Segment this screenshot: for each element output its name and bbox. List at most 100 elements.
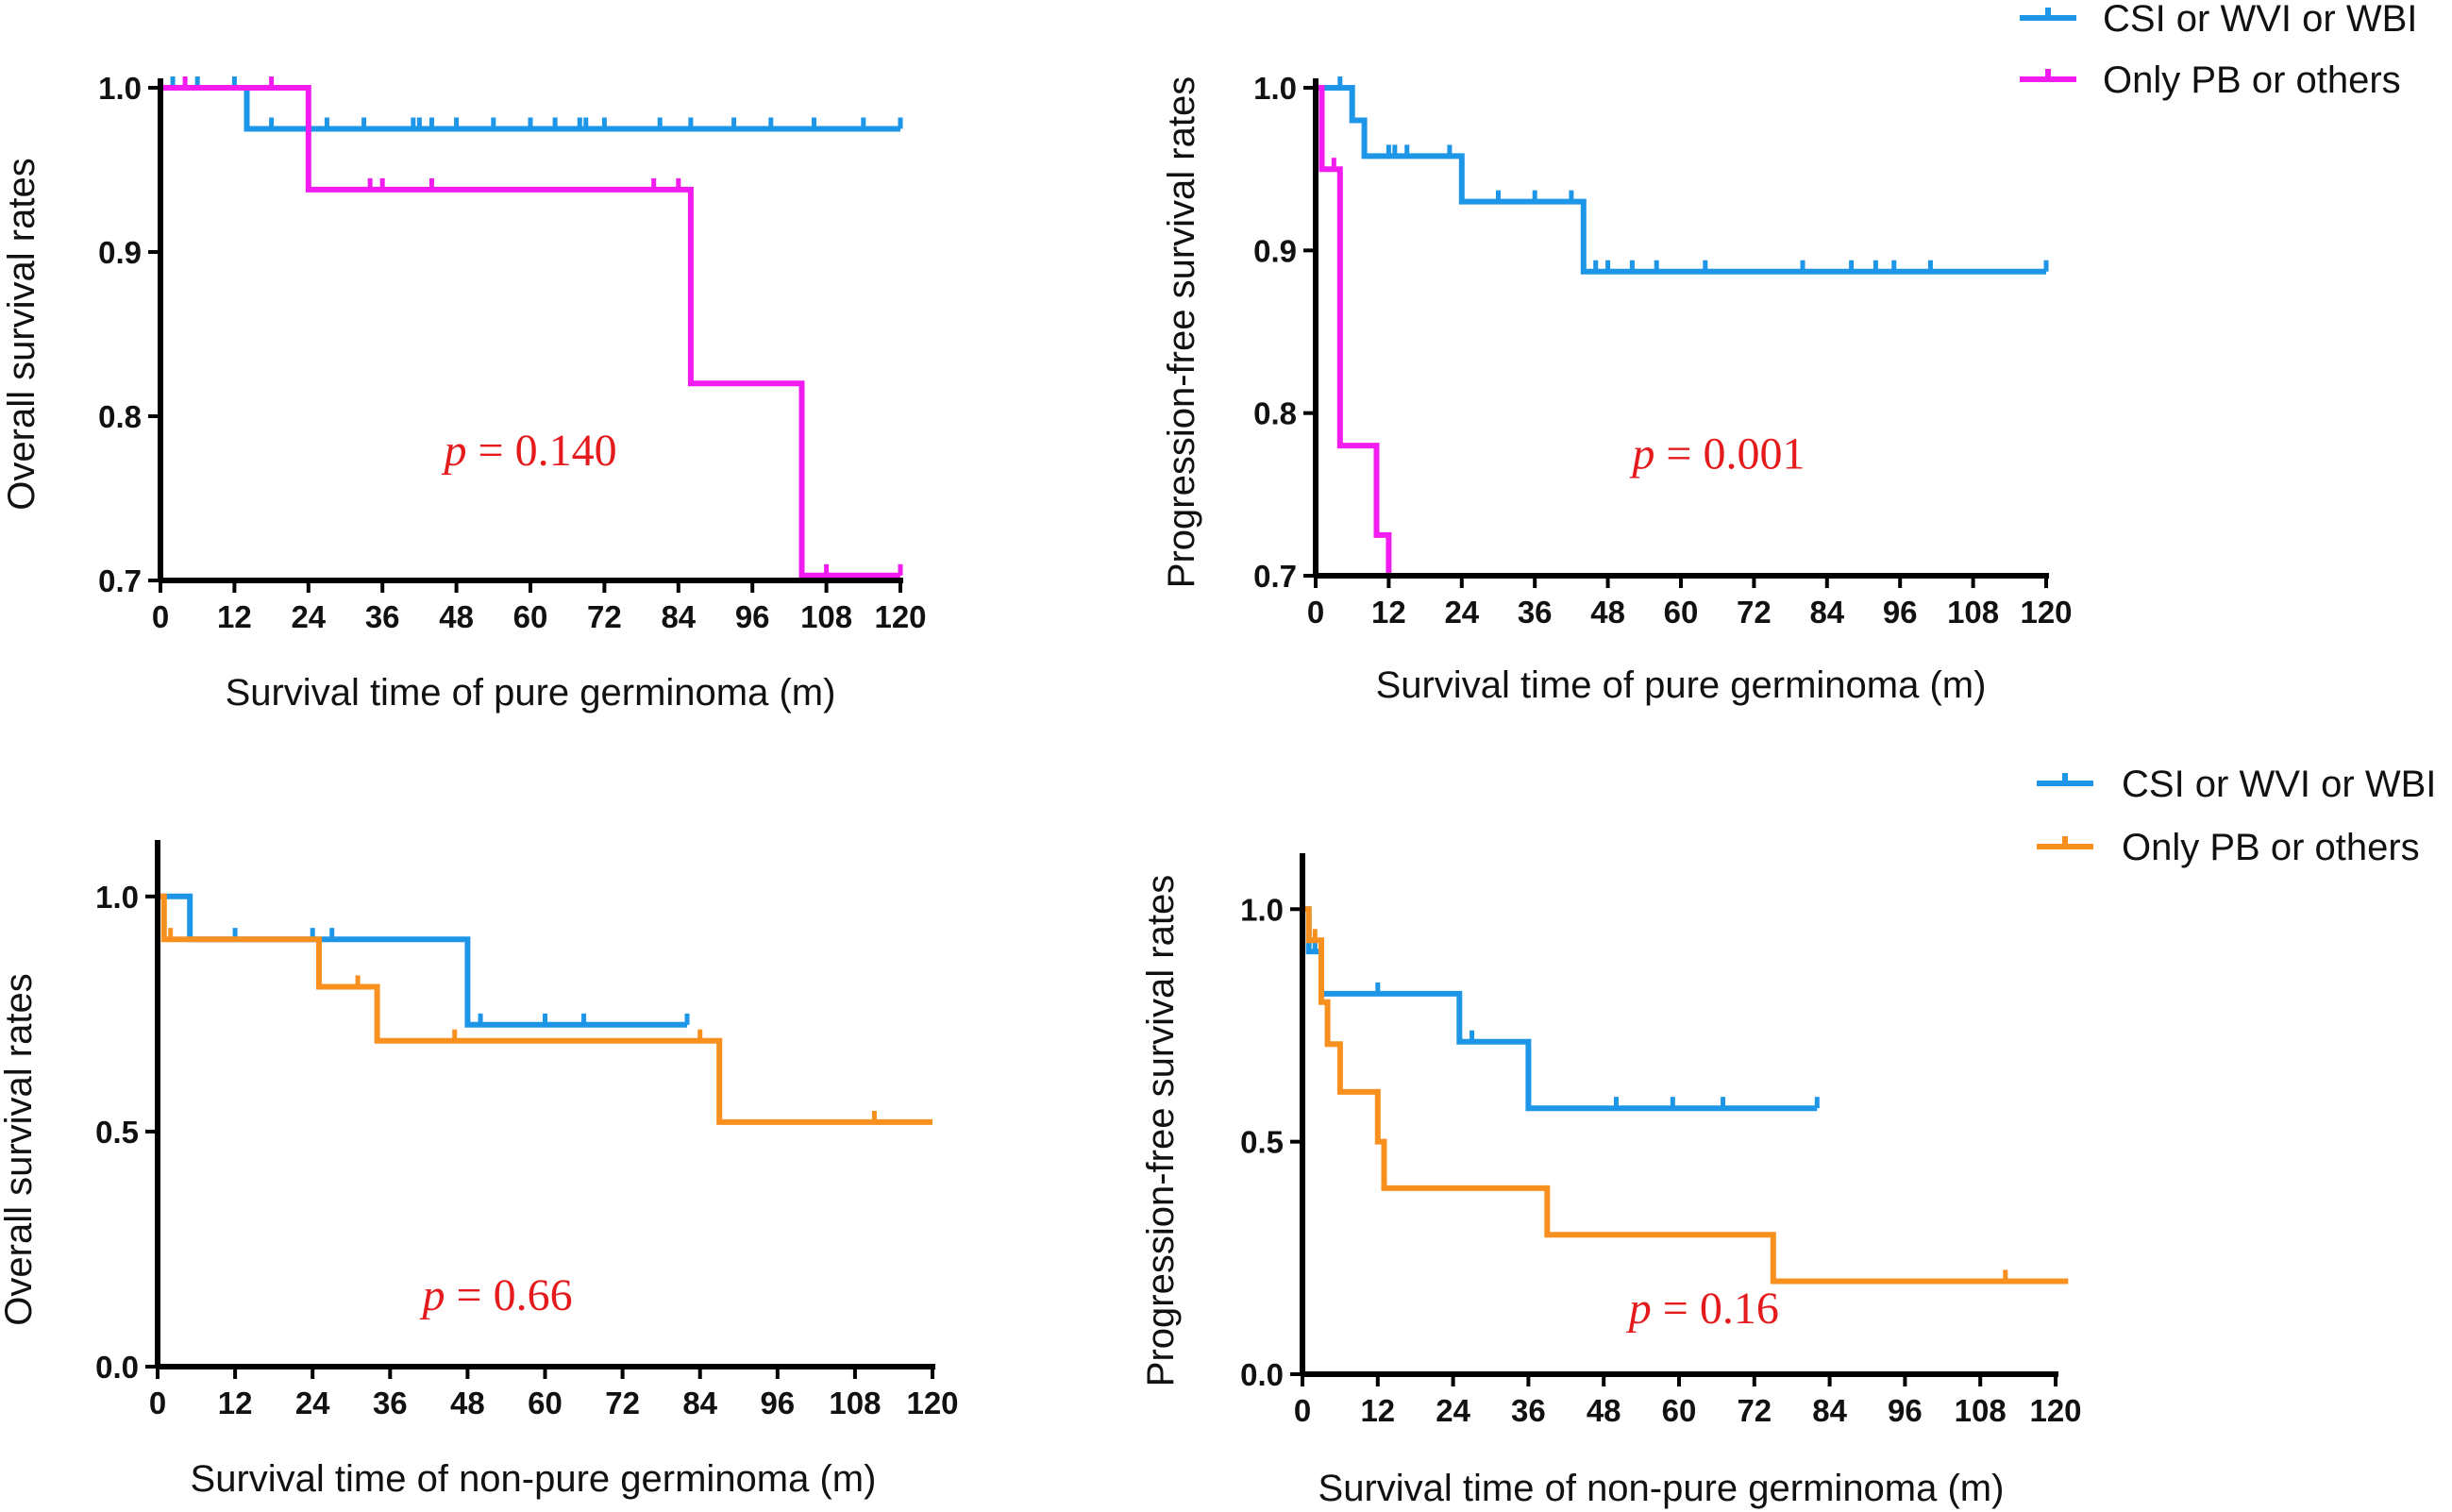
panel-pfs-pure: Progression-free survival rates Survival… (1161, 0, 2417, 706)
x-tick-label: 48 (1590, 595, 1625, 630)
x-tick-label: 108 (800, 599, 852, 634)
x-tick-label: 12 (1360, 1393, 1395, 1428)
x-tick-label: 0 (1307, 595, 1324, 630)
p-value-number: = 0.16 (1652, 1284, 1779, 1334)
y-axis-title: Overall survival rates (0, 973, 40, 1325)
p-value-symbol: p (420, 1270, 445, 1320)
x-tick-label: 24 (1444, 595, 1479, 630)
series-line (158, 893, 932, 1125)
series-line (1316, 85, 2046, 275)
x-tick-label: 36 (365, 599, 400, 634)
x-tick-label: 48 (439, 599, 474, 634)
x-tick-label: 72 (605, 1386, 640, 1420)
p-value-symbol: p (1629, 428, 1654, 479)
y-tick-label: 0.9 (1253, 233, 1297, 268)
legend-item-csi: CSI or WVI or WBI (2020, 0, 2417, 40)
y-axis-title: Progression-free survival rates (1161, 76, 1202, 588)
x-tick-label: 0 (1294, 1393, 1311, 1428)
x-tick-label: 12 (1371, 595, 1406, 630)
x-tick-label: 120 (2020, 595, 2072, 630)
x-tick-label: 12 (218, 1386, 253, 1420)
series-pb (160, 76, 903, 579)
x-tick-label: 48 (450, 1386, 485, 1420)
series-pb (1302, 906, 2069, 1285)
y-axis-title: Progression-free survival rates (1140, 875, 1182, 1386)
x-tick-label: 72 (587, 599, 622, 634)
y-tick-label: 0.7 (1253, 559, 1297, 594)
x-tick-label: 72 (1737, 595, 1772, 630)
series-line (160, 85, 900, 579)
legend-label-pb: Only PB or others (2103, 59, 2401, 101)
y-tick-label: 0.7 (98, 563, 142, 598)
series-csi (1302, 906, 1820, 1112)
x-tick-label: 36 (1518, 595, 1553, 630)
legend: CSI or WVI or WBI Only PB or others (2037, 764, 2436, 868)
panel-pfs-nonpure: Progression-free survival rates Survival… (1140, 764, 2436, 1509)
x-axis-title: Survival time of pure germinoma (m) (1376, 664, 1987, 706)
p-value-label: p = 0.66 (420, 1270, 573, 1320)
x-tick-label: 60 (1664, 595, 1699, 630)
p-value-label: p = 0.16 (1626, 1284, 1779, 1334)
x-tick-label: 84 (661, 599, 696, 634)
x-tick-label: 60 (528, 1386, 563, 1420)
x-tick-label: 60 (513, 599, 548, 634)
series-pb (1316, 85, 2046, 579)
y-tick-label: 1.0 (98, 71, 142, 106)
x-tick-label: 24 (291, 599, 326, 634)
p-value-number: = 0.66 (445, 1270, 573, 1320)
series-line (1302, 906, 1818, 1112)
x-tick-label: 0 (149, 1386, 166, 1420)
x-tick-label: 24 (295, 1386, 330, 1420)
legend-label-csi: CSI or WVI or WBI (2103, 0, 2417, 40)
legend-label-pb: Only PB or others (2122, 827, 2420, 868)
x-tick-label: 84 (1809, 595, 1844, 630)
y-tick-label: 1.0 (1253, 71, 1297, 106)
x-tick-label: 48 (1587, 1393, 1621, 1428)
p-value-symbol: p (442, 426, 467, 476)
x-tick-label: 120 (906, 1386, 958, 1420)
legend-item-csi: CSI or WVI or WBI (2037, 764, 2436, 805)
y-tick-label: 0.8 (1253, 396, 1297, 431)
y-tick-label: 0.0 (95, 1350, 139, 1385)
legend-item-pb: Only PB or others (2020, 59, 2401, 101)
panel-os-pure: Overall survival rates Survival time of … (1, 71, 927, 714)
x-axis-title: Survival time of non-pure germinoma (m) (191, 1458, 877, 1500)
x-axis-title: Survival time of pure germinoma (m) (226, 672, 836, 714)
p-value-label: p = 0.140 (442, 426, 617, 476)
y-tick-label: 1.0 (1240, 892, 1284, 927)
y-tick-label: 0.8 (98, 399, 142, 434)
x-tick-label: 60 (1662, 1393, 1697, 1428)
panel-os-nonpure: Overall survival rates Survival time of … (0, 840, 959, 1500)
series-csi (158, 893, 690, 1028)
x-tick-label: 96 (1883, 595, 1918, 630)
series-line (158, 893, 687, 1028)
x-tick-label: 96 (1888, 1393, 1923, 1428)
series-line (1316, 85, 2046, 579)
x-tick-label: 36 (1511, 1393, 1546, 1428)
x-tick-label: 96 (735, 599, 770, 634)
p-value-number: = 0.001 (1654, 428, 1805, 479)
y-tick-label: 0.0 (1240, 1357, 1284, 1392)
x-tick-label: 120 (874, 599, 926, 634)
x-tick-label: 96 (760, 1386, 795, 1420)
y-tick-label: 0.5 (95, 1115, 139, 1150)
x-axis-title: Survival time of non-pure germinoma (m) (1318, 1468, 2005, 1509)
x-tick-label: 36 (373, 1386, 408, 1420)
series-csi (1316, 76, 2049, 275)
x-tick-label: 12 (217, 599, 252, 634)
legend-item-pb: Only PB or others (2037, 827, 2420, 868)
x-tick-label: 84 (1812, 1393, 1847, 1428)
legend: CSI or WVI or WBI Only PB or others (2020, 0, 2417, 101)
p-value-number: = 0.140 (467, 426, 617, 476)
x-tick-label: 24 (1436, 1393, 1470, 1428)
y-tick-label: 0.5 (1240, 1125, 1284, 1160)
x-tick-label: 72 (1737, 1393, 1772, 1428)
y-tick-label: 0.9 (98, 235, 142, 270)
x-tick-label: 108 (829, 1386, 881, 1420)
p-value-label: p = 0.001 (1629, 428, 1805, 479)
x-tick-label: 84 (682, 1386, 717, 1420)
x-tick-label: 108 (1955, 1393, 2007, 1428)
x-tick-label: 120 (2029, 1393, 2081, 1428)
x-tick-label: 0 (152, 599, 169, 634)
